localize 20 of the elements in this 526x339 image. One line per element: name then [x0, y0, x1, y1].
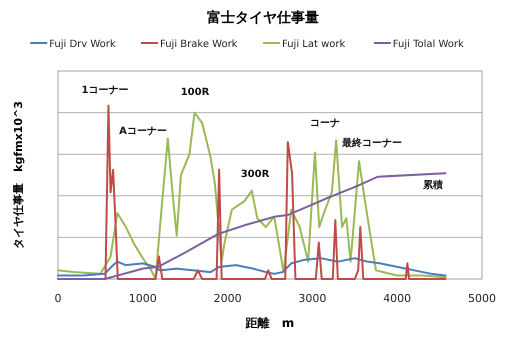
- legend-label: Fuji Lat work: [282, 39, 346, 50]
- x-axis-title: 距離 m: [244, 316, 294, 330]
- x-tick-label: 3000: [298, 292, 326, 305]
- x-tick-label: 0: [54, 292, 62, 305]
- x-tick-label: 1000: [128, 292, 157, 305]
- annotation: 累積: [422, 179, 443, 191]
- legend-label: Fuji Brake Work: [160, 39, 238, 50]
- text: 1コーナー: [82, 85, 128, 96]
- annotation: 300R: [240, 169, 270, 180]
- x-tick-label: 4000: [383, 292, 412, 305]
- y-axis-title: タイヤ仕事量 kgfmx10^3: [12, 101, 25, 249]
- annotation: 最終コーナー: [341, 137, 402, 149]
- text: 100R: [180, 87, 210, 98]
- annotation: Aコーナー: [119, 126, 167, 137]
- x-tick-label: 5000: [468, 292, 496, 305]
- annotation: コーナ: [310, 118, 340, 129]
- legend-label: Fuji Tolal Work: [392, 39, 464, 50]
- x-tick-label: 2000: [214, 292, 242, 305]
- chart-title: 富士タイヤ仕事量: [207, 9, 319, 26]
- legend-label: Fuji Drv Work: [49, 39, 116, 50]
